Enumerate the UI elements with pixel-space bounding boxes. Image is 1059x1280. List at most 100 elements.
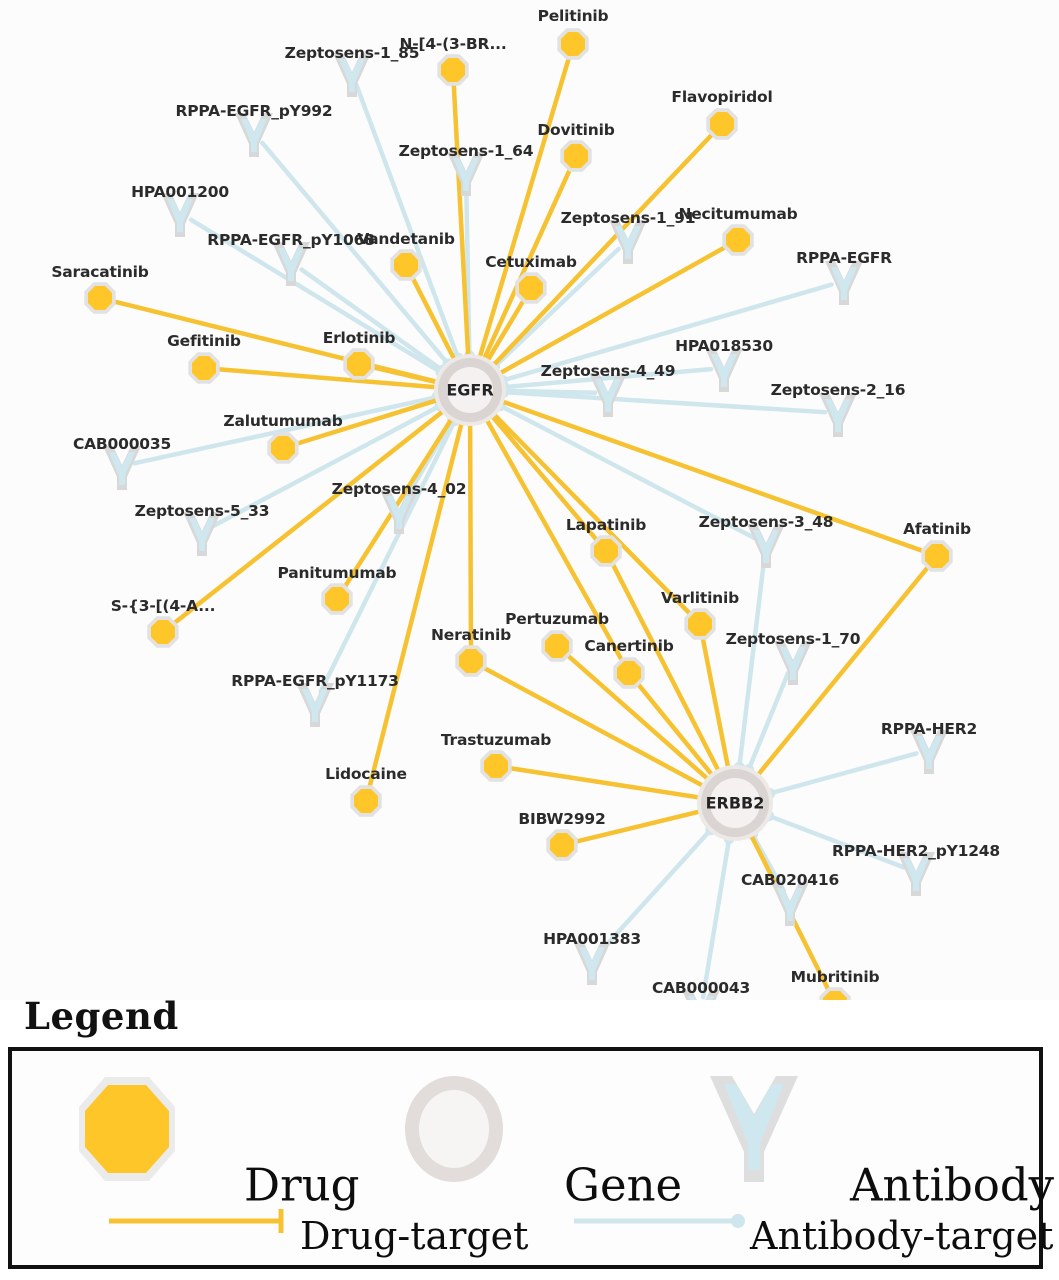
edge-line [501, 389, 828, 415]
antibody-node[interactable] [747, 524, 785, 568]
edge-line [700, 836, 732, 1000]
drug-node-shape [150, 619, 176, 645]
edge-line [211, 403, 443, 529]
edge-line [767, 751, 919, 796]
drug-node[interactable] [350, 785, 382, 817]
antibody-node[interactable] [333, 53, 371, 97]
edge-line [477, 54, 572, 360]
antibody-node[interactable] [774, 641, 812, 685]
antibody-node-shape [595, 379, 621, 412]
drug-node[interactable] [706, 108, 738, 140]
antibody-node[interactable] [573, 941, 611, 985]
legend-label-drug-target: Drug-target [300, 1214, 529, 1258]
drug-node[interactable] [819, 987, 851, 1000]
antibody-node-shape [711, 354, 737, 387]
drug-node-shape [924, 543, 950, 569]
edge-line [318, 418, 458, 694]
antibody-chevron-icon [710, 1076, 798, 1182]
edge-line [214, 366, 439, 390]
edge-line [299, 267, 445, 373]
drug-node-shape [270, 435, 296, 461]
drug-node[interactable] [921, 540, 953, 572]
edge-line [354, 82, 461, 361]
graph-edge [491, 131, 716, 368]
drug-node[interactable] [455, 645, 487, 677]
drug-node[interactable] [515, 272, 547, 304]
drug-node[interactable] [343, 348, 375, 380]
drug-node[interactable] [613, 657, 645, 689]
drug-node[interactable] [557, 28, 589, 60]
gene-node[interactable] [697, 765, 773, 841]
antibody-node-shape [615, 226, 641, 259]
antibody-node-shape [241, 119, 267, 152]
antibody-node[interactable] [771, 882, 809, 926]
drug-node[interactable] [560, 140, 592, 172]
antibody-node[interactable] [589, 373, 627, 417]
legend-label-drug: Drug [244, 1158, 360, 1212]
graph-edge [366, 420, 464, 791]
drug-node[interactable] [267, 432, 299, 464]
drug-node[interactable] [684, 608, 716, 640]
gene-node-core [710, 778, 760, 828]
antibody-node[interactable] [296, 683, 334, 727]
drug-node[interactable] [84, 282, 116, 314]
antibody-node-shape [302, 689, 328, 722]
edge-line [293, 397, 440, 447]
drug-node[interactable] [480, 750, 512, 782]
graph-edge [609, 560, 721, 774]
gene-node-label: EGFR [446, 380, 494, 400]
drug-node-shape [191, 355, 217, 381]
drug-node-shape [544, 633, 570, 659]
antibody-node[interactable] [103, 446, 141, 490]
antibody-node[interactable] [910, 730, 948, 774]
graph-edge [489, 413, 600, 544]
drug-node[interactable] [390, 249, 422, 281]
legend: Legend Drug Gene Antibody [0, 985, 1059, 1280]
edge-line [564, 652, 711, 782]
legend-title: Legend [24, 994, 179, 1038]
graph-edge [564, 652, 711, 782]
antibody-node[interactable] [609, 220, 647, 264]
legend-label-gene: Gene [564, 1158, 683, 1212]
antibody-node-shape [825, 399, 851, 432]
drug-node[interactable] [321, 583, 353, 615]
gene-node[interactable] [434, 354, 506, 426]
antibody-node-shape [777, 888, 803, 921]
drug-node[interactable] [546, 829, 578, 861]
antibody-node[interactable] [705, 348, 743, 392]
antibody-node-shape [167, 199, 193, 232]
antibody-node[interactable] [897, 852, 935, 896]
drug-node-shape [346, 351, 372, 377]
antibody-node[interactable] [161, 193, 199, 237]
drug-node-shape [709, 111, 735, 137]
antibody-target-edge-icon [574, 1214, 745, 1228]
drug-octagon-icon [79, 1077, 175, 1181]
antibody-node[interactable] [825, 261, 863, 305]
drug-node-shape [616, 660, 642, 686]
antibody-node-shape [903, 858, 929, 891]
drug-node-shape [393, 252, 419, 278]
drug-node[interactable] [437, 54, 469, 86]
edge-line [634, 680, 715, 778]
edge-line [481, 165, 573, 362]
antibody-node-shape [831, 267, 857, 300]
gene-node-core [447, 367, 493, 413]
edge-line [489, 413, 600, 544]
drug-node[interactable] [722, 224, 754, 256]
drug-node[interactable] [147, 616, 179, 648]
graph-edge [451, 80, 471, 359]
drug-node-shape [483, 753, 509, 779]
drug-node-shape [563, 143, 589, 169]
antibody-node[interactable] [183, 512, 221, 556]
drug-node[interactable] [541, 630, 573, 662]
drug-node[interactable] [590, 535, 622, 567]
antibody-node[interactable] [682, 990, 720, 1000]
drug-node-shape [518, 275, 544, 301]
drug-node[interactable] [188, 352, 220, 384]
antibody-node[interactable] [380, 490, 418, 534]
antibody-node[interactable] [447, 152, 485, 196]
antibody-node[interactable] [235, 113, 273, 157]
antibody-node[interactable] [272, 242, 310, 286]
antibody-node[interactable] [819, 393, 857, 437]
